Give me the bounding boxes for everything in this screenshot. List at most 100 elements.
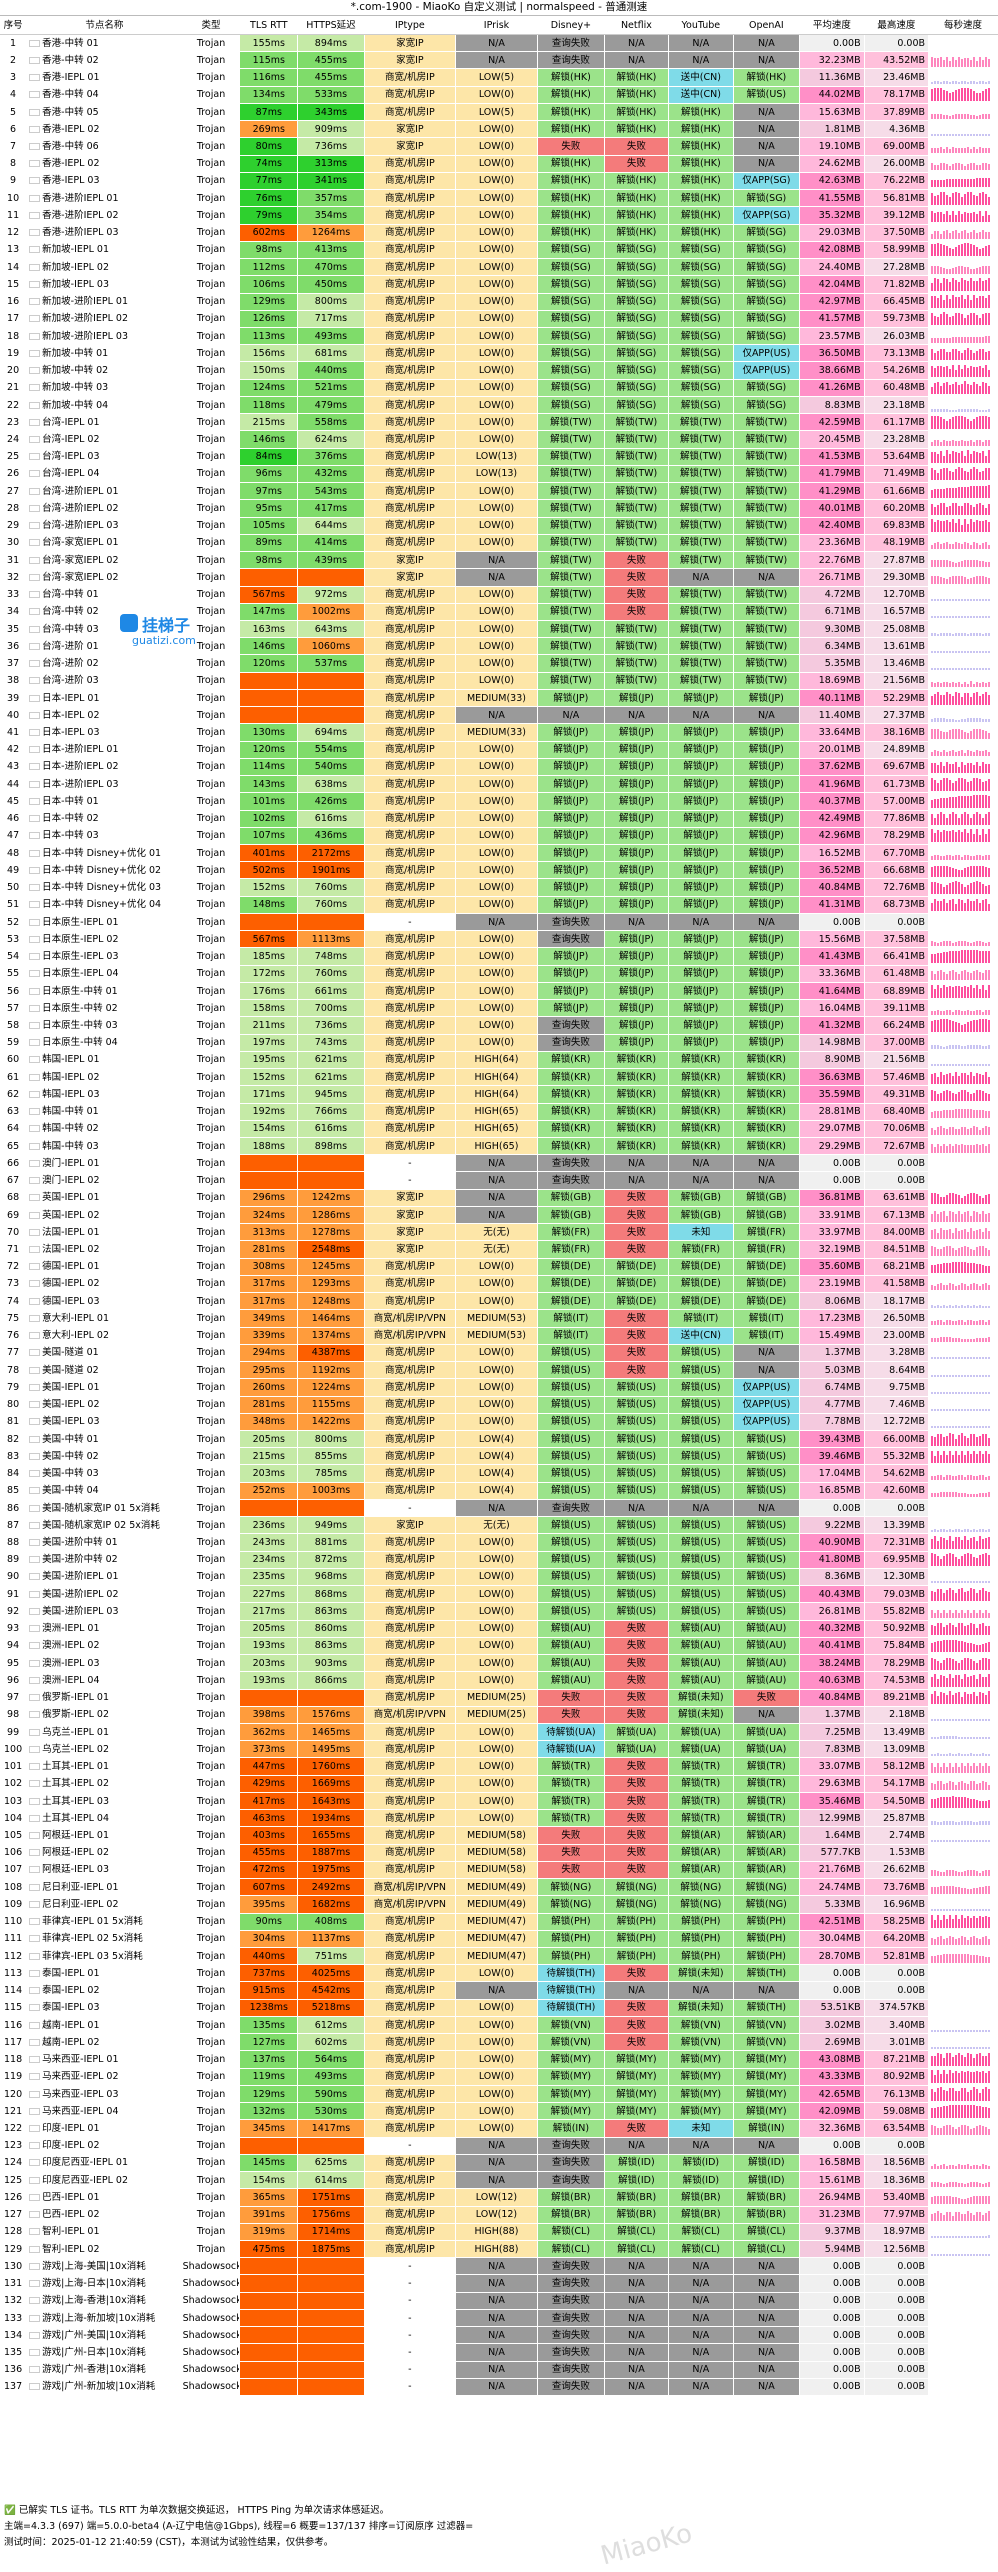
cell-max-speed: 66.41MB (864, 948, 928, 965)
sparkline-bar (949, 1886, 951, 1894)
cell-disney: 解锁(US) (538, 1448, 605, 1465)
sparkline-bar (946, 1954, 948, 1963)
sparkline-bar (934, 278, 936, 291)
sparkline-bar (970, 486, 972, 497)
cell-disney: 查询失败 (538, 2154, 605, 2171)
sparkline-bar (982, 134, 984, 136)
cell-youtube: 解锁(KR) (669, 1086, 733, 1103)
sparkline-bar (931, 560, 933, 566)
cell-iprisk: LOW(0) (455, 896, 537, 913)
sparkline-bar (940, 812, 942, 825)
sparkline-bar (952, 2088, 954, 2101)
cell-iptype: 家宽IP (364, 121, 455, 138)
cell-max-speed: 54.50MB (864, 1792, 928, 1809)
sparkline-bar (946, 134, 948, 136)
cell-max-speed: 84.51MB (864, 1241, 928, 1258)
country-flag-icon (29, 1884, 40, 1891)
cell-openai: 解锁(JP) (733, 1000, 800, 1017)
cell-max-speed: 27.87MB (864, 552, 928, 569)
speed-sparkline (929, 811, 997, 826)
sparkline-bar (955, 1754, 957, 1756)
cell-max-speed: 12.56MB (864, 2241, 928, 2258)
cell-https-delay: 972ms (298, 586, 365, 603)
cell-type: Trojan (182, 2241, 240, 2258)
cell-index: 124 (0, 2154, 27, 2171)
cell-iptype: 家宽IP (364, 1517, 455, 1534)
sparkline-bar (943, 766, 945, 774)
sparkline-bar (952, 1678, 954, 1687)
cell-avg-speed: 42.08MB (800, 241, 864, 258)
sparkline-bar (955, 148, 957, 153)
cell-type: Trojan (182, 707, 240, 724)
cell-index: 35 (0, 620, 27, 637)
cell-per-second-speed (929, 1879, 998, 1896)
sparkline-bar (961, 1064, 963, 1066)
sparkline-bar (949, 1263, 951, 1274)
sparkline-bar (985, 692, 987, 704)
sparkline-bar (964, 2105, 966, 2118)
sparkline-bar (985, 2056, 987, 2066)
sparkline-bar (934, 338, 936, 342)
cell-disney: 解锁(HK) (538, 103, 605, 120)
cell-max-speed: 16.96MB (864, 1896, 928, 1913)
sparkline-bar (967, 899, 969, 912)
cell-per-second-speed (929, 1396, 998, 1413)
cell-per-second-speed (929, 103, 998, 120)
sparkline-bar (946, 338, 948, 343)
cell-index: 83 (0, 1448, 27, 1465)
cell-tls-rtt: 79ms (240, 207, 298, 224)
cell-per-second-speed (929, 483, 998, 500)
cell-https-delay: 455ms (298, 69, 365, 86)
sparkline-bar (961, 384, 963, 394)
cell-type: Trojan (182, 103, 240, 120)
sparkline-bar (946, 2030, 948, 2032)
sparkline-bar (931, 1021, 933, 1032)
sparkline-bar (952, 1719, 954, 1721)
sparkline-bar (931, 668, 933, 670)
sparkline-bar (985, 2236, 987, 2238)
sparkline-bar (934, 2108, 936, 2118)
sparkline-bar (958, 2047, 960, 2049)
cell-type: Trojan (182, 2016, 240, 2033)
sparkline-bar (979, 2236, 981, 2238)
cell-node-name: 泰国-IEPL 01 (27, 1965, 183, 1982)
sparkline-bar (940, 212, 942, 222)
cell-youtube: 解锁(未知) (669, 1999, 733, 2016)
sparkline-bar (967, 192, 969, 205)
cell-avg-speed: 29.29MB (800, 1138, 864, 1155)
node-name-text: 日本-中转 02 (42, 813, 99, 824)
sparkline-bar (946, 2166, 948, 2169)
node-name-text: 澳门-IEPL 02 (42, 1175, 99, 1186)
speed-sparkline (929, 639, 997, 654)
country-flag-icon (29, 143, 40, 150)
cell-type: Trojan (182, 1775, 240, 1792)
cell-https-delay: 1643ms (298, 1792, 365, 1809)
cell-type: Trojan (182, 1224, 240, 1241)
cell-iprisk: LOW(0) (455, 1000, 537, 1017)
sparkline-bar (961, 1840, 963, 1842)
sparkline-bar (943, 1322, 945, 1325)
sparkline-bar (985, 668, 987, 670)
sparkline-bar (958, 751, 960, 757)
speed-sparkline (929, 1828, 997, 1843)
cell-openai: 仅APP(SG) (733, 207, 800, 224)
cell-disney: 解锁(GB) (538, 1206, 605, 1223)
sparkline-bar (967, 987, 969, 997)
cell-disney: 解锁(TW) (538, 569, 605, 586)
speed-sparkline (929, 1259, 997, 1274)
node-name-text: 美国-隧道 01 (42, 1347, 99, 1358)
sparkline-bar (937, 1064, 939, 1066)
sparkline-bar (976, 560, 978, 567)
cell-type: Shadowsocks (182, 2275, 240, 2292)
cell-disney: 解锁(IT) (538, 1310, 605, 1327)
sparkline-bar (988, 215, 990, 222)
country-flag-icon (29, 2125, 40, 2132)
sparkline-bar (931, 1719, 933, 1721)
sparkline-bar (985, 1886, 987, 1893)
